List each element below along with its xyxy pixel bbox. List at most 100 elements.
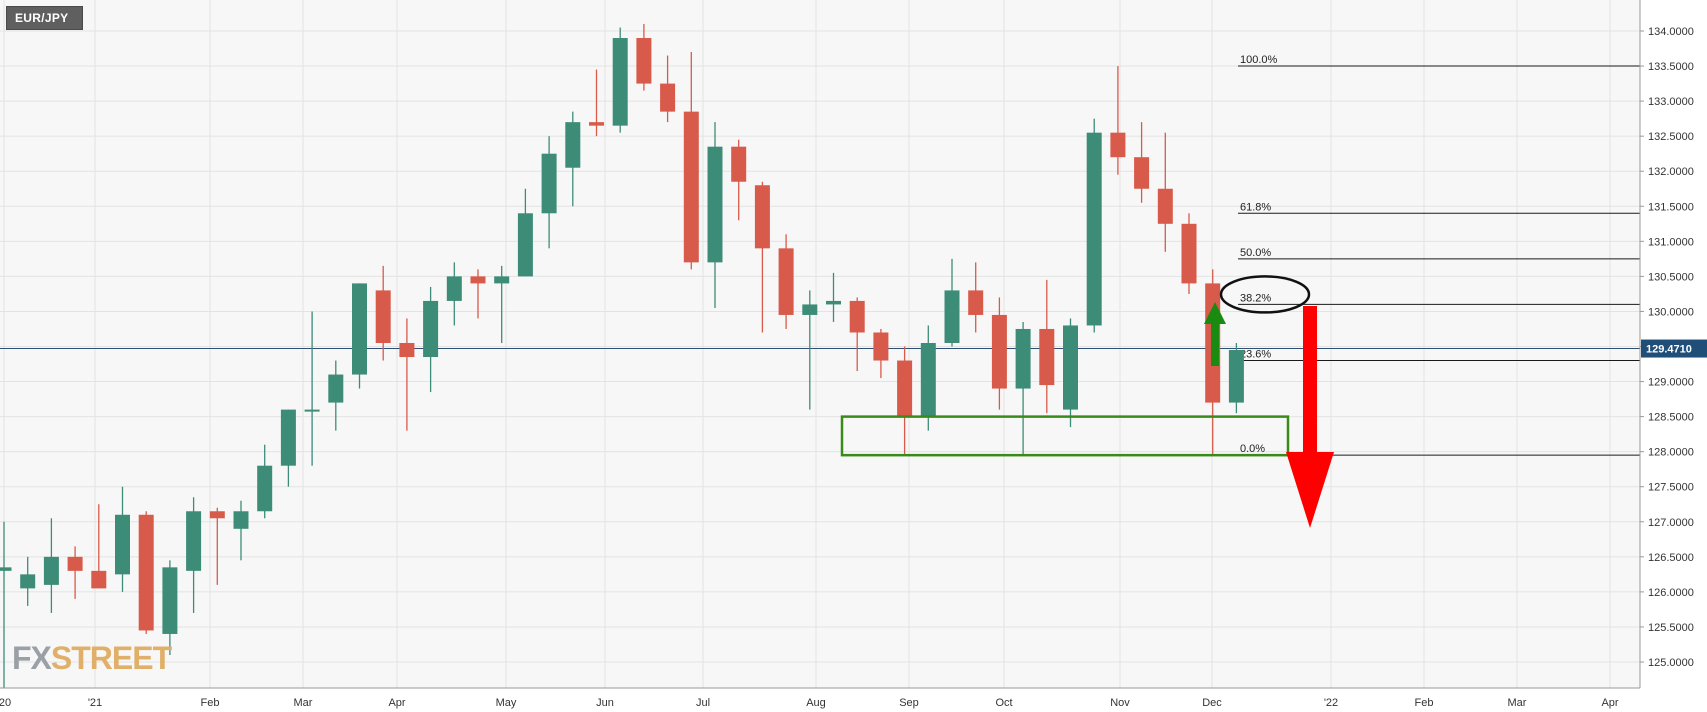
candle-body — [43, 556, 59, 585]
x-tick-label: Jun — [596, 697, 614, 709]
candle-body — [423, 300, 439, 358]
plot-background — [0, 0, 1640, 688]
current-price-tag-text: 129.4710 — [1646, 344, 1692, 356]
candle — [660, 55, 676, 123]
candle-body — [1086, 132, 1102, 326]
candle-body — [1110, 132, 1126, 158]
candle-body — [589, 122, 604, 126]
fib-label: 38.2% — [1240, 292, 1271, 304]
candle-body — [873, 332, 889, 361]
time-axis-background — [0, 688, 1640, 712]
candle-body — [944, 290, 960, 343]
candle — [541, 136, 557, 249]
candle-body — [162, 567, 178, 634]
candles — [0, 23, 1244, 691]
current-price-tag-bg — [1641, 339, 1707, 358]
time-axis[interactable]: '20 '21 Feb Mar Apr May Jun Jul Aug Sep Oct Nov Dec '… — [0, 687, 1640, 712]
candle-body — [920, 342, 936, 417]
candle — [209, 507, 225, 585]
candle-body — [968, 290, 984, 315]
candle-body — [1015, 328, 1031, 389]
candle — [612, 27, 628, 133]
candle-body — [494, 276, 510, 284]
y-tick-label: 126.5000 — [1648, 552, 1694, 564]
x-tick-label: '21 — [88, 697, 102, 709]
candle — [1157, 132, 1173, 252]
candle-body — [0, 567, 12, 571]
candle-body — [754, 185, 770, 249]
candle — [20, 556, 36, 606]
x-tick-label: Mar — [1508, 697, 1527, 709]
candle — [304, 311, 320, 466]
y-tick-label: 125.0000 — [1648, 657, 1694, 669]
candle-body — [778, 248, 794, 315]
candle — [399, 318, 415, 431]
x-tick-label: Apr — [1601, 697, 1618, 709]
candle — [494, 265, 510, 343]
candle — [589, 69, 604, 137]
candle — [944, 258, 960, 347]
x-tick-label: Apr — [388, 697, 405, 709]
candle — [991, 297, 1007, 410]
annotations — [840, 275, 1334, 528]
x-tick-label: '22 — [1324, 697, 1338, 709]
candle — [707, 122, 723, 308]
candle — [352, 283, 367, 389]
fib-382-highlight-ellipse — [1219, 275, 1311, 314]
candle — [849, 297, 865, 372]
candle-body — [1157, 188, 1173, 224]
y-tick-label: 128.0000 — [1648, 447, 1694, 459]
y-tick-label: 129.0000 — [1648, 377, 1694, 389]
candle — [233, 500, 249, 561]
candle-body — [1181, 223, 1197, 284]
candle — [375, 265, 391, 361]
fxstreet-logo: FXSTREET — [12, 640, 172, 677]
x-tick-label: Dec — [1202, 697, 1222, 709]
candle-body — [446, 276, 462, 301]
candle-body — [541, 153, 557, 214]
candle-body — [1134, 157, 1150, 189]
candle-body — [20, 574, 36, 589]
candle — [873, 328, 889, 379]
y-tick-label: 127.5000 — [1648, 482, 1694, 494]
candle-body — [731, 146, 747, 182]
x-tick-label: May — [496, 697, 517, 709]
candle — [0, 521, 12, 691]
candle — [565, 111, 581, 207]
y-tick-label: 134.0000 — [1648, 26, 1694, 38]
candle-body — [612, 38, 628, 126]
x-tick-label: Oct — [995, 697, 1012, 709]
candle — [754, 181, 770, 333]
y-tick-label: 131.5000 — [1648, 201, 1694, 213]
fib-label: 23.6% — [1240, 349, 1271, 361]
candle-body — [683, 111, 699, 263]
candle-body — [991, 314, 1007, 389]
candle-body — [328, 374, 344, 403]
symbol-label[interactable]: EUR/JPY — [6, 6, 84, 30]
x-tick-label: Jul — [696, 697, 710, 709]
y-tick-label: 130.0000 — [1648, 306, 1694, 318]
y-tick-label: 128.5000 — [1648, 412, 1694, 424]
candle-body — [849, 300, 865, 333]
y-tick-label: 132.0000 — [1648, 166, 1694, 178]
candle — [446, 262, 462, 326]
down-arrow-shaft — [1303, 306, 1317, 454]
y-tick-label: 133.0000 — [1648, 96, 1694, 108]
candle — [920, 325, 936, 431]
x-tick-label: '20 — [0, 697, 11, 709]
y-tick-label: 127.0000 — [1648, 517, 1694, 529]
candle-body — [233, 511, 249, 529]
candle — [1015, 321, 1031, 456]
candle-body — [186, 511, 202, 571]
candle — [162, 560, 178, 655]
candle — [280, 409, 296, 487]
candle-body — [660, 83, 676, 112]
logo-part-fx: FX — [12, 640, 52, 676]
candle — [67, 546, 83, 599]
candle — [186, 497, 202, 613]
candle-body — [826, 300, 841, 305]
candle — [1063, 318, 1078, 428]
candle — [91, 504, 107, 589]
